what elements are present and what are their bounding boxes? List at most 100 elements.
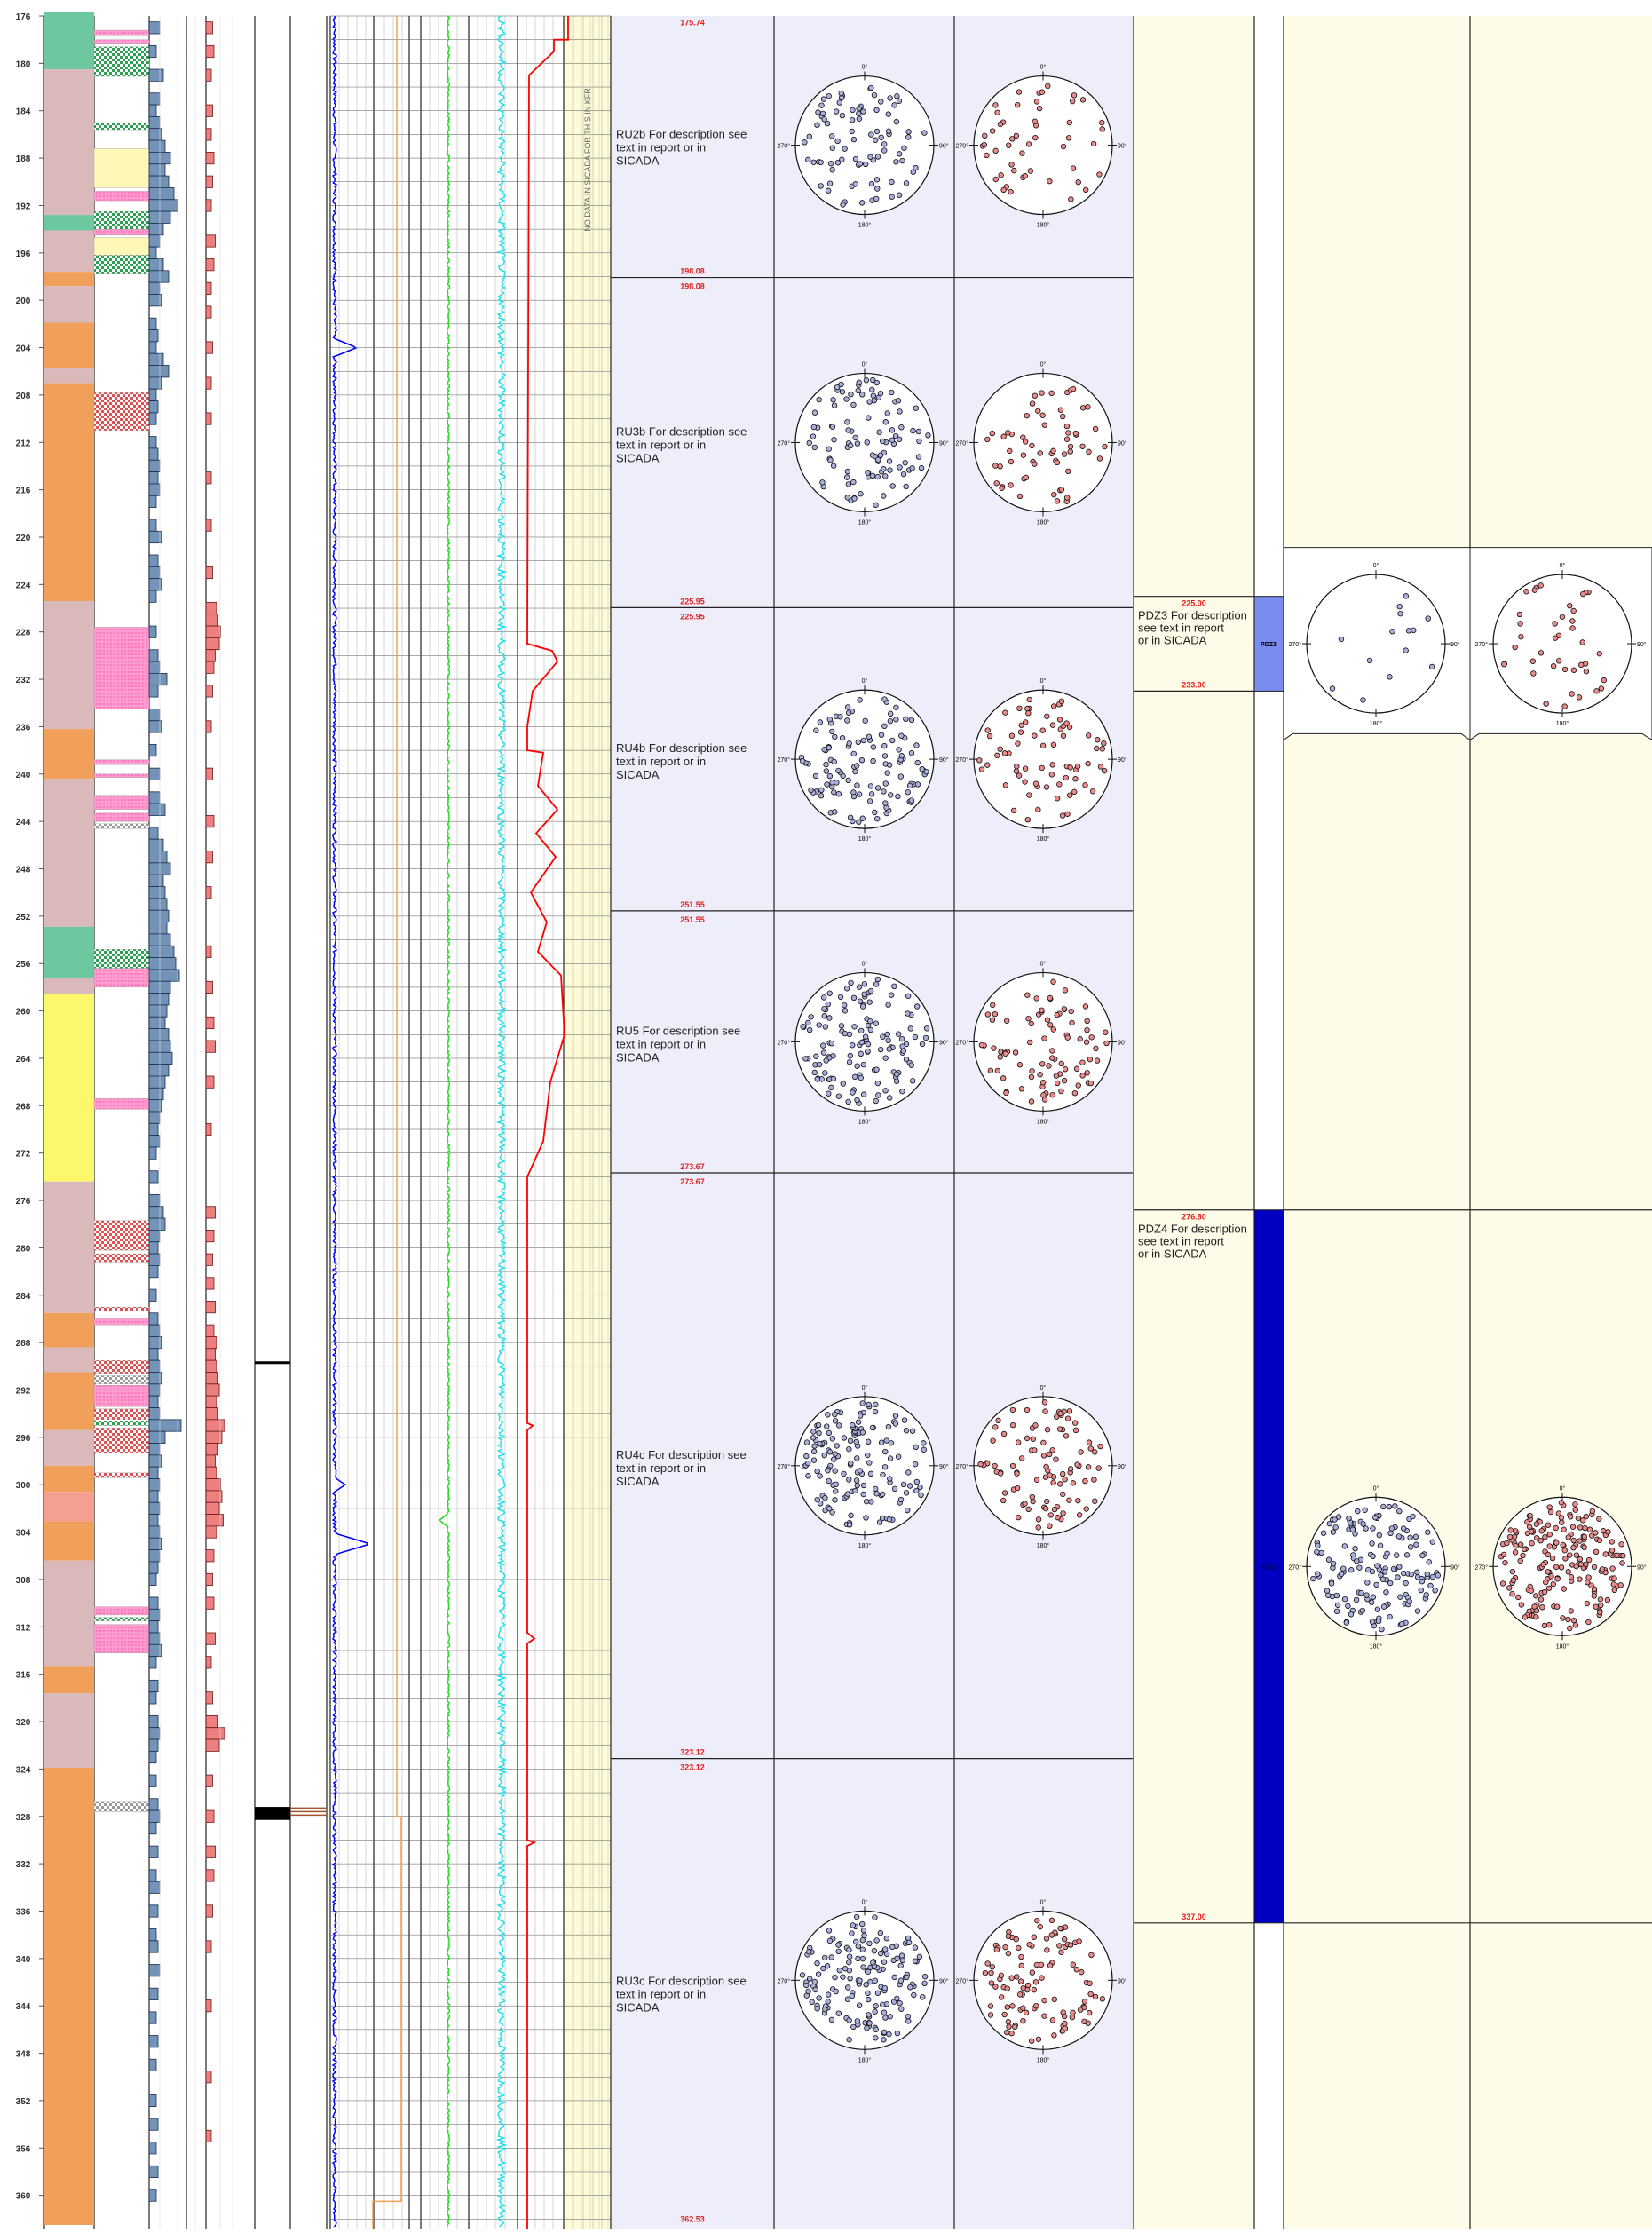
- pole-point: [1083, 1039, 1090, 1045]
- pole-point: [836, 99, 842, 106]
- pole-point: [1425, 615, 1431, 622]
- pole-point: [1553, 1564, 1560, 1571]
- depth-tick-label: 240: [16, 771, 31, 780]
- rock-type-interval: [44, 1465, 94, 1493]
- pole-point: [897, 464, 903, 471]
- frequency-bar-blue: [148, 1004, 168, 1018]
- pole-point: [1070, 1961, 1076, 1968]
- frequency-bar-blue: [148, 365, 170, 378]
- pole-point: [887, 1476, 893, 1482]
- pole-point: [835, 1948, 842, 1955]
- pole-point: [1370, 1553, 1376, 1560]
- pole-point: [826, 716, 833, 723]
- pole-point: [1048, 1917, 1055, 1924]
- frequency-bar-blue: [148, 104, 157, 117]
- pole-point: [1368, 1599, 1375, 1605]
- frequency-bar-red: [205, 1691, 213, 1705]
- pole-point: [1095, 1465, 1102, 1471]
- pole-point: [1079, 405, 1087, 411]
- pole-point: [1093, 1045, 1099, 1052]
- pole-point: [806, 133, 813, 140]
- pole-point: [988, 1980, 995, 1986]
- pole-point: [1359, 1607, 1366, 1614]
- zone-stereonet-red: 0°180°270° 90°: [1475, 1485, 1647, 1650]
- pole-point: [867, 1018, 873, 1025]
- pole-point: [1068, 196, 1074, 202]
- rock-type-column: [44, 12, 94, 2225]
- pole-point: [863, 1515, 869, 1521]
- pole-point: [1509, 1591, 1515, 1597]
- pole-point: [1013, 768, 1020, 774]
- pole-point: [910, 169, 916, 175]
- frequency-bar-blue: [148, 625, 157, 638]
- frequency-bar-red: [205, 1419, 225, 1432]
- pole-point: [872, 809, 878, 816]
- pole-point: [858, 757, 866, 764]
- pole-point: [987, 2003, 994, 2009]
- pole-point: [832, 809, 838, 815]
- pole-point: [1048, 390, 1055, 397]
- fracture-mark: [93, 759, 150, 765]
- pole-point: [860, 1482, 867, 1489]
- pole-point: [994, 1067, 1001, 1074]
- pole-point: [1567, 602, 1573, 609]
- pole-point: [1372, 1515, 1379, 1521]
- pole-point: [1058, 698, 1065, 704]
- pole-point: [1023, 719, 1029, 725]
- pole-point: [814, 1496, 820, 1503]
- pole-point: [1016, 772, 1023, 779]
- stereonet-red: 0°180°270° 90°: [956, 1898, 1127, 2063]
- pole-point: [847, 1976, 853, 1982]
- frequency-bar-red: [205, 1572, 213, 1587]
- pole-point: [850, 479, 857, 486]
- frequency-bar-red: [205, 1040, 216, 1053]
- pole-point: [923, 1025, 930, 1032]
- pole-point: [1553, 1524, 1559, 1532]
- pole-point: [1524, 1519, 1530, 1525]
- pole-point: [1414, 1569, 1420, 1575]
- zone-bottom-depth: 233.00: [1182, 680, 1206, 689]
- frequency-bar-red: [205, 815, 215, 828]
- pole-point: [887, 467, 893, 473]
- pole-point: [1517, 1541, 1524, 1548]
- pole-point: [889, 178, 895, 186]
- depth-tick-label: 332: [16, 1860, 31, 1870]
- pole-point: [1047, 1451, 1053, 1458]
- pole-point: [1426, 1559, 1432, 1565]
- depth-tick-label: 324: [16, 1765, 31, 1775]
- pole-point: [1036, 105, 1043, 112]
- pole-point: [1066, 1497, 1072, 1503]
- pole-point: [815, 1971, 822, 1977]
- pole-point: [886, 1516, 893, 1523]
- pole-point: [1392, 1503, 1398, 1509]
- pole-point: [1538, 1528, 1545, 1534]
- pole-point: [1577, 661, 1585, 669]
- pole-point: [841, 1002, 848, 1009]
- frequency-bar-blue: [148, 2011, 157, 2024]
- pole-point: [1573, 1552, 1580, 1558]
- frequency-bar-blue: [148, 1241, 159, 1255]
- pole-point: [987, 2012, 994, 2018]
- pole-point: [1579, 1517, 1586, 1524]
- pole-point: [1032, 1447, 1038, 1453]
- pole-point: [822, 2006, 828, 2013]
- rock-unit-description: RU5 For description see text in report or…: [616, 1024, 740, 1064]
- stereonet-red: 0°180°270° 90°: [956, 1384, 1127, 1549]
- pole-point: [884, 410, 890, 416]
- rock-unit-description: RU3c For description see text in report o…: [616, 1975, 747, 2015]
- pole-point: [1583, 1513, 1589, 1520]
- pole-point: [1020, 2005, 1026, 2011]
- frequency-bar-blue: [148, 1430, 166, 1444]
- pole-point: [1599, 1566, 1606, 1572]
- pole-point: [873, 981, 880, 987]
- frequency-bar-red: [205, 519, 212, 532]
- frequency-bar-red: [205, 649, 216, 662]
- pole-point: [1382, 1569, 1388, 1575]
- pole-point: [1075, 179, 1081, 186]
- pole-point: [854, 1455, 860, 1461]
- pole-point: [832, 1468, 838, 1474]
- zone-top-depth: 276.80: [1182, 1213, 1206, 1222]
- pole-point: [1573, 1563, 1579, 1570]
- fracture-mark: [93, 122, 150, 131]
- fracture-mark: [93, 1385, 150, 1407]
